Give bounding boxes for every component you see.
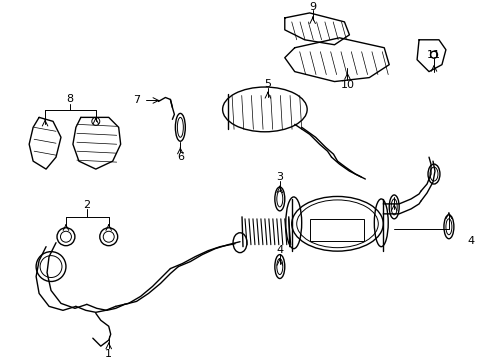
Text: 10: 10 [340, 80, 354, 90]
Text: 4: 4 [466, 236, 473, 246]
Text: 5: 5 [264, 78, 271, 89]
Text: 11: 11 [426, 50, 440, 60]
Text: 7: 7 [133, 95, 140, 105]
Text: 4: 4 [276, 245, 283, 255]
Text: 6: 6 [177, 152, 183, 162]
Text: 2: 2 [83, 200, 90, 210]
Text: 8: 8 [66, 94, 73, 104]
Text: 3: 3 [276, 172, 283, 182]
Text: 9: 9 [308, 2, 316, 12]
Text: 1: 1 [105, 349, 112, 359]
